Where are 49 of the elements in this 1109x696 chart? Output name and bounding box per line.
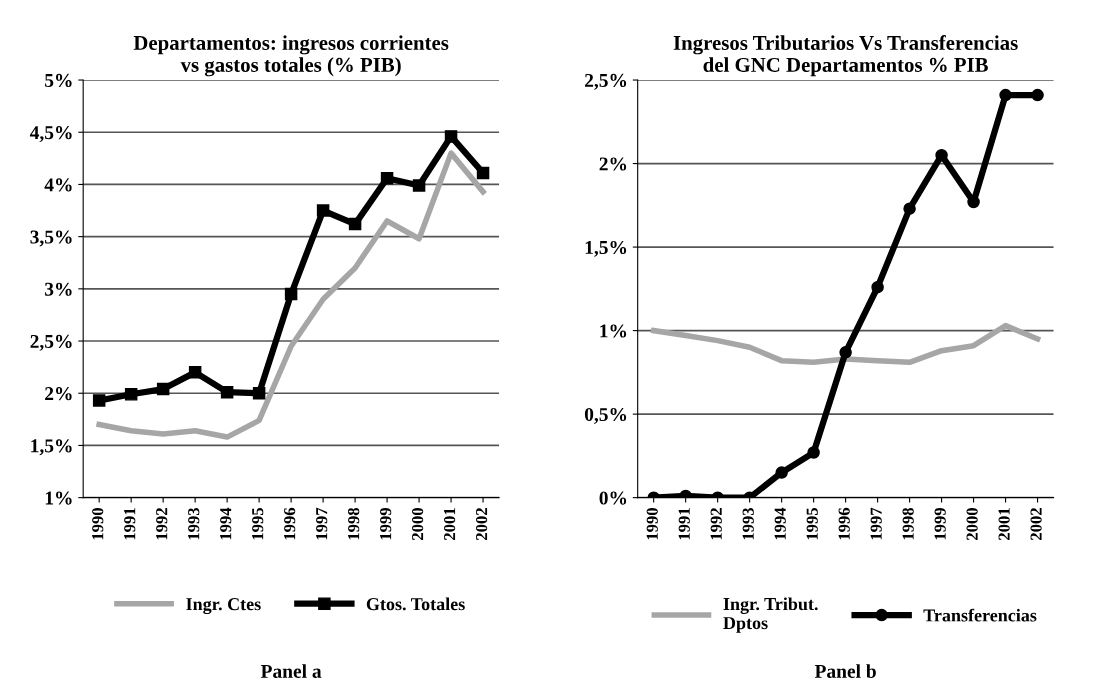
x-tick-label: 2000 [412, 508, 424, 540]
x-tick-label: 1994 [774, 507, 786, 540]
y-tick-label: 1,5% [31, 439, 72, 456]
y-tick-label: 3% [45, 282, 72, 296]
x-tick-label: 1996 [838, 507, 850, 540]
legend-label: Ingr. Tribut. Dptos [723, 597, 818, 633]
x-tick-label: 1990 [646, 508, 658, 540]
x-tick-label: 1991 [678, 508, 690, 540]
x-tick-label: 1998 [348, 507, 360, 540]
text: Panel b [814, 664, 876, 678]
y-tick-label: 5% [45, 73, 72, 88]
y-tick-label: 4% [44, 178, 72, 192]
x-tick-label: 1994 [220, 507, 232, 540]
x-tick-label: 1993 [742, 507, 754, 540]
x-tick-label: 2000 [966, 508, 978, 540]
x-tick-label: 2002 [1030, 508, 1042, 540]
legend-label: Gtos. Totales [366, 597, 465, 611]
y-tick-label: 1% [45, 491, 72, 505]
y-tick-label: 2,5% [30, 334, 72, 351]
x-tick-label: 1992 [710, 508, 722, 540]
legend-label: Ingr. Ctes [186, 598, 261, 615]
y-tick-label: 2,5% [585, 73, 627, 90]
legend-label: Transferencias [923, 608, 1037, 622]
x-tick-label: 1997 [316, 507, 328, 540]
x-tick-label: 1999 [934, 507, 946, 540]
chart-title: Ingresos Tributarios Vs Transferencias del GNC Departamentos % PIB [673, 35, 1018, 77]
y-tick-label: 2% [45, 387, 72, 401]
x-tick-label: 1995 [806, 507, 818, 540]
chart-title: Departamentos: ingresos corrientes vs gastos totales (% PIB) [133, 35, 449, 77]
x-tick-label: 1991 [124, 508, 136, 540]
y-tick-label: 0% [599, 491, 627, 505]
x-tick-label: 1992 [156, 508, 168, 540]
y-tick-label: 1,5% [585, 240, 627, 257]
text: Panel a [260, 664, 322, 678]
x-tick-label: 1996 [284, 507, 296, 540]
y-tick-label: 4,5% [29, 126, 72, 142]
x-tick-label: 2001 [998, 508, 1010, 540]
x-tick-label: 2001 [443, 508, 456, 540]
x-tick-label: 1997 [870, 507, 882, 540]
x-tick-label: 1998 [902, 507, 914, 540]
x-tick-label: 1999 [380, 507, 392, 540]
x-tick-label: 1995 [252, 507, 264, 540]
x-tick-label: 1990 [92, 508, 104, 540]
x-tick-label: 1993 [188, 507, 200, 540]
x-tick-label: 2002 [475, 508, 488, 540]
y-tick-label: 3,5% [30, 230, 72, 247]
y-tick-label: 1% [600, 324, 627, 338]
y-tick-label: 0,5% [584, 407, 627, 424]
y-tick-label: 2% [599, 157, 627, 171]
